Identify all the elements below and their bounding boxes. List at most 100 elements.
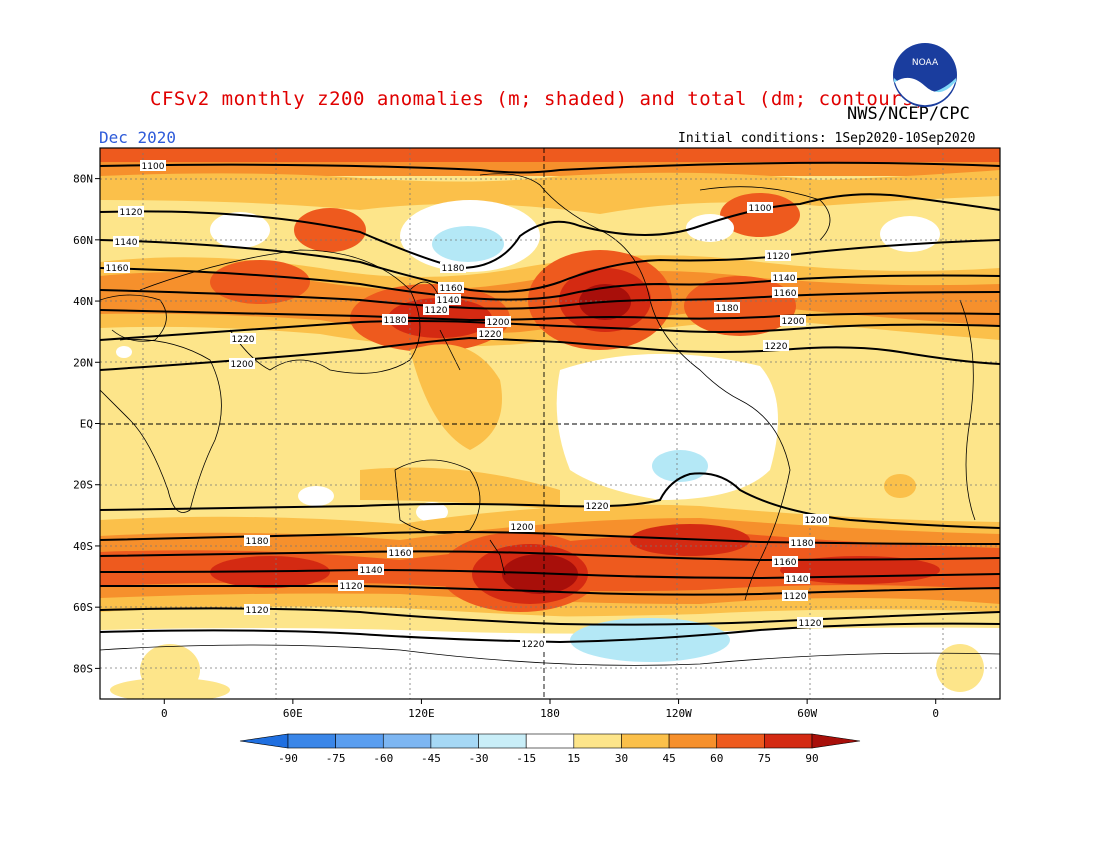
contour-label-box [382,314,408,325]
contour-label: 1120 [120,208,143,218]
colorbar-box [573,733,622,749]
contour-label: 1180 [246,537,269,547]
contour-label-box [338,580,364,591]
colorbar-label: -90 [278,752,298,765]
colorbar-box [478,733,527,749]
colorbar-label: -15 [516,752,536,765]
contour-label: 1200 [511,523,534,533]
logo-text: NOAA [912,58,939,68]
contour-label-box [747,202,773,213]
colorbar-left-triangle [239,733,289,749]
colorbar-label: -30 [469,752,489,765]
contour-label: 1140 [115,238,138,248]
colorbar-label: -45 [421,752,441,765]
contour-label-box [789,537,815,548]
longitude-labels: 0 60E 120E 180 120W 60W 0 [161,699,939,720]
contour-label-box [797,617,823,628]
contour-label-box [584,500,610,511]
contour-label-box [140,160,166,171]
lon-label: 180 [540,707,560,720]
contour-label-box [244,604,270,615]
noaa-logo: NOAA [893,43,957,107]
colorbar-label: -75 [326,752,346,765]
contour-label: 1140 [437,296,460,306]
colorbar-label: 30 [615,752,628,765]
colorbar-box [335,733,384,749]
lon-label: 120W [665,707,692,720]
shaded-anomaly-field [100,148,1000,699]
equator-dateline [100,148,1000,699]
contour-label-box [387,547,413,558]
lon-label: 60E [283,707,303,720]
contour-label-box [230,333,256,344]
contour-label-box [772,556,798,567]
lat-label: 60S [73,601,93,614]
contour-label: 1120 [425,306,448,316]
contour-label: 1120 [767,252,790,262]
colorbar-box [430,733,479,749]
contour-label: 1160 [774,289,797,299]
lat-label: EQ [80,418,93,431]
latitude-labels: 80N 60N 40N 20N EQ 20S 40S 60S 80S [73,173,100,675]
contour-label: 1200 [487,318,510,328]
lat-label: 60N [73,234,93,247]
colorbar-box [382,733,432,749]
agency-label: NWS/NCEP/CPC [847,104,970,124]
contour-label: 1140 [773,274,796,284]
contour-label: 1220 [522,640,545,650]
contour-label: 1140 [360,566,383,576]
colorbar-box [621,733,670,749]
contour-label: 1100 [749,204,772,214]
contour-label-box [772,287,798,298]
height-contours [100,161,1000,644]
colorbar-box [764,733,813,749]
colorbar-box [668,733,718,749]
contour-label: 1120 [799,619,822,629]
contour-label-box [780,315,806,326]
contour-label-box [784,573,810,584]
colorbar-label: 60 [710,752,723,765]
contour-label-box [244,535,270,546]
contour-label: 1120 [340,582,363,592]
colorbar-label: -60 [373,752,393,765]
valid-month-label: Dec 2020 [99,128,177,147]
contour-label-box [104,262,130,273]
colorbar-box [525,733,575,749]
contour-label-box [803,514,829,525]
initial-conditions-label: Initial conditions: 1Sep2020-10Sep2020 [678,131,976,146]
lon-label: 0 [161,707,168,720]
colorbar: -90 -75 -60 -45 -30 -15 15 30 45 60 75 90 [239,733,861,765]
contour-label-box [763,340,789,351]
lat-label: 40S [73,540,93,553]
contour-label-box [440,262,466,273]
contour-label: 1120 [246,606,269,616]
coastlines [100,173,1000,666]
contour-label: 1160 [389,549,412,559]
contour-label-box [509,521,535,532]
contour-label-box [477,328,503,339]
contour-label: 1200 [782,317,805,327]
contour-label: 1180 [716,304,739,314]
contour-label-box [782,590,808,601]
contour-label-box [423,304,449,315]
contour-label: 1160 [106,264,129,274]
contour-label: 1220 [765,342,788,352]
contour-label: 1220 [586,502,609,512]
lat-label: 20S [73,479,93,492]
contour-label: 1160 [440,284,463,294]
contour-label-box [520,638,546,649]
colorbar-box [287,733,336,749]
contour-label-box [435,294,461,305]
contour-label-box [485,316,511,327]
colorbar-box [716,733,765,749]
contour-label: 1220 [232,335,255,345]
contour-label: 1160 [774,558,797,568]
lat-label: 80N [73,173,93,186]
contour-label: 1200 [805,516,828,526]
figure-title: CFSv2 monthly z200 anomalies (m; shaded)… [150,88,927,110]
contour-label: 1180 [384,316,407,326]
contour-label: 1180 [791,539,814,549]
contour-label-box [118,206,144,217]
